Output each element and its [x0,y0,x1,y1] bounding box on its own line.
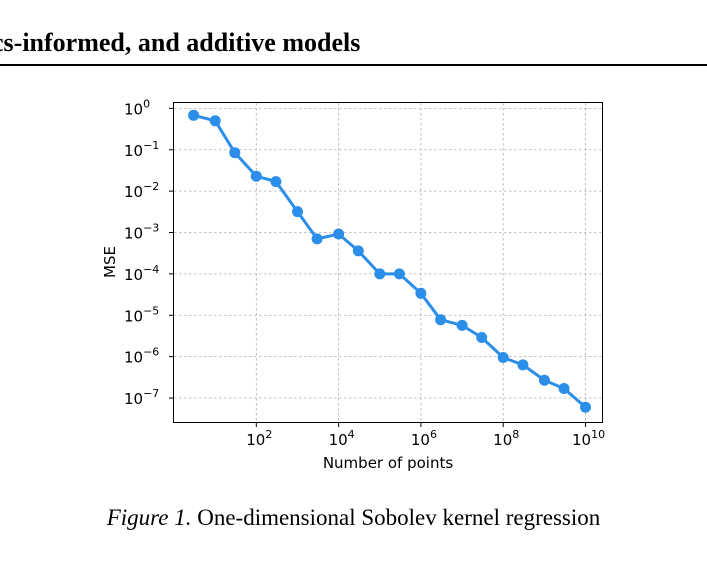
data-point [538,374,550,386]
x-tick-exponent: 10 [591,428,605,441]
figure-caption-label: Figure 1. [106,505,192,530]
y-tick-exponent: −6 [143,346,159,359]
data-point [292,206,303,218]
data-point [456,319,468,331]
data-point [229,147,241,159]
data-point [580,401,591,413]
y-axis-label: MSE [101,246,119,278]
y-tick-label: 10−4 [124,263,159,284]
plot-frame [173,102,603,423]
figure-caption-text: One-dimensional Sobolev kernel regressio… [197,505,601,530]
data-point [393,268,405,280]
y-tick-label: 10−3 [124,222,159,243]
running-header: cs-informed, and additive models [0,28,707,66]
data-point [435,314,447,326]
data-point [188,109,200,121]
x-tick-label: 102 [246,428,272,449]
grid-lines [174,103,602,422]
y-tick-exponent: −2 [143,180,159,193]
data-markers [188,109,591,413]
data-point [352,245,364,257]
x-tick-label: 104 [329,428,355,449]
x-tick-label: 106 [411,428,437,449]
y-tick-label: 10−2 [124,180,159,201]
data-point [311,233,323,245]
y-tick-exponent: −1 [143,139,159,152]
y-tick-label: 100 [124,97,150,118]
y-tick-exponent: −4 [143,263,159,276]
x-tick-exponent: 4 [348,428,355,441]
x-tick-label: 108 [493,428,519,449]
x-axis-label: Number of points [323,454,454,472]
data-point [374,268,386,280]
x-tick-exponent: 2 [265,428,272,441]
x-tick-label: 1010 [572,428,605,449]
y-tick-exponent: −5 [143,304,159,317]
y-tick-exponent: 0 [143,97,150,110]
data-point [517,359,529,371]
data-point [209,115,221,127]
data-point [558,383,570,394]
y-tick-label: 10−5 [124,304,159,325]
figure-caption: Figure 1. One-dimensional Sobolev kernel… [0,503,707,533]
data-point [250,170,262,182]
y-tick-label: 10−7 [124,387,159,408]
running-header-title: cs-informed, and additive models [0,28,361,57]
data-point [497,352,509,363]
data-point [415,287,427,299]
data-point [270,176,282,188]
x-tick-exponent: 6 [430,428,437,441]
x-tick-exponent: 8 [512,428,519,441]
y-tick-exponent: −3 [143,222,159,235]
y-tick-label: 10−6 [124,346,159,367]
y-tick-label: 10−1 [124,139,159,160]
data-point [476,332,488,343]
y-tick-exponent: −7 [143,387,159,400]
data-point [333,228,345,240]
